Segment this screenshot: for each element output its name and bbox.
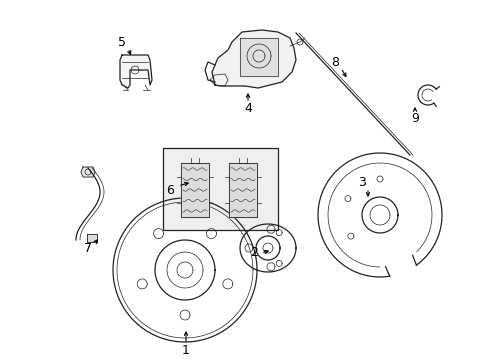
Text: 3: 3: [357, 175, 365, 189]
Text: 8: 8: [330, 55, 338, 68]
Text: 5: 5: [118, 36, 126, 49]
Polygon shape: [87, 234, 97, 242]
Text: 9: 9: [410, 112, 418, 125]
Text: 4: 4: [244, 102, 251, 114]
Text: 6: 6: [166, 184, 174, 197]
Polygon shape: [212, 30, 295, 88]
Polygon shape: [240, 38, 278, 76]
Polygon shape: [228, 163, 257, 217]
Bar: [163, 148, 278, 230]
Polygon shape: [81, 167, 95, 177]
Text: 2: 2: [249, 247, 257, 260]
Polygon shape: [181, 163, 208, 217]
Text: 7: 7: [84, 242, 92, 255]
Text: 1: 1: [182, 343, 189, 356]
Polygon shape: [120, 55, 152, 88]
